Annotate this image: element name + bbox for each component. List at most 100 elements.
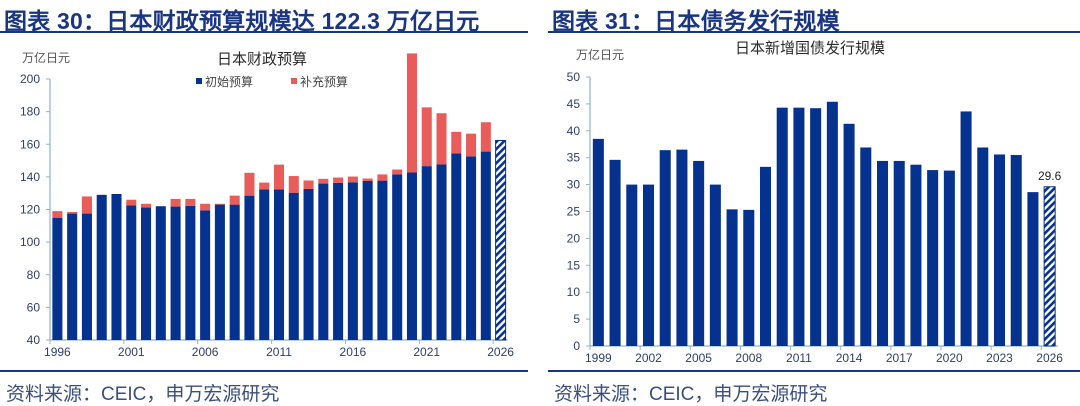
y-tick-label: 20: [567, 231, 581, 245]
y-tick-label: 80: [27, 268, 41, 282]
bar-initial-budget: [111, 194, 122, 340]
data-label: 29.6: [1038, 169, 1062, 183]
y-tick-label: 180: [20, 105, 40, 119]
bar-bond-issuance: [893, 160, 905, 346]
bar-initial-budget: [200, 210, 211, 340]
x-tick-label: 2017: [886, 351, 913, 365]
x-tick-label: 2011: [786, 351, 812, 365]
bar-initial-budget: [214, 204, 225, 340]
bar-supplementary-budget: [52, 211, 63, 218]
footer-divider: [548, 370, 1080, 372]
bar-initial-budget: [495, 139, 507, 341]
budget-chart: 日本财政预算 万亿日元 40 60 80 100 120 140 160 180 200 1996 20…: [20, 50, 514, 359]
bar-supplementary-budget: [214, 203, 225, 205]
footer-divider: [0, 370, 528, 372]
figure-31-panel: 图表 31：日本债务发行规模 日本新增国债发行规模 万亿日元 0 5 10 15 20 25 3…: [548, 0, 1080, 405]
bar-initial-budget: [185, 205, 196, 340]
x-tick-label: 2001: [118, 345, 145, 359]
bar-initial-budget: [229, 204, 240, 340]
y-tick-label: 160: [20, 137, 40, 151]
bar-bond-issuance: [709, 184, 721, 346]
bar-supplementary-budget: [273, 164, 285, 190]
bar-bond-issuance: [726, 209, 738, 346]
x-tick-label: 2021: [413, 345, 440, 359]
y-tick-label: 35: [567, 151, 581, 165]
bar-initial-budget: [480, 151, 491, 340]
bar-supplementary-budget: [126, 199, 137, 206]
bar-bond-issuance: [793, 107, 805, 346]
bar-supplementary-budget: [362, 178, 373, 181]
y-axis-unit-label: 万亿日元: [22, 50, 70, 65]
bar-supplementary-budget: [480, 122, 491, 152]
y-tick-label: 50: [567, 70, 581, 84]
bar-initial-budget: [155, 206, 166, 340]
x-tick-label: 2006: [192, 345, 219, 359]
legend-label: 初始预算: [205, 74, 253, 89]
bar-bond-issuance: [843, 123, 855, 346]
y-tick-label: 40: [27, 333, 41, 347]
bar-bond-issuance: [1010, 155, 1022, 346]
bar-bond-issuance: [642, 184, 655, 346]
bar-initial-budget: [96, 194, 107, 340]
y-axis-unit-label: 万亿日元: [576, 47, 624, 62]
bar-initial-budget: [67, 213, 78, 340]
x-tick-label: 2026: [487, 345, 514, 359]
bar-bond-issuance: [876, 160, 889, 346]
x-tick-label: 2011: [266, 345, 292, 359]
x-tick-label: 2014: [836, 351, 863, 365]
x-tick-label: 1996: [44, 345, 71, 359]
bar-supplementary-budget: [436, 113, 447, 165]
bar-supplementary-budget: [333, 177, 344, 183]
legend-label: 补充预算: [300, 74, 348, 89]
bar-supplementary-budget: [185, 198, 196, 206]
x-tick-label: 2005: [685, 351, 712, 365]
y-tick-label: 10: [567, 285, 581, 299]
x-tick-label: 2002: [635, 351, 662, 365]
y-tick-label: 200: [20, 72, 40, 86]
bar-initial-budget: [466, 156, 477, 340]
bar-bond-issuance: [960, 111, 972, 346]
title-divider: [548, 31, 1080, 33]
legend-swatch: [196, 78, 202, 84]
bar-bond-issuance: [810, 108, 822, 346]
bar-bond-issuance: [743, 209, 755, 346]
bar-initial-budget: [318, 183, 329, 340]
bar-initial-budget: [347, 182, 358, 340]
y-tick-label: 100: [20, 235, 40, 249]
bar-supplementary-budget: [200, 203, 211, 211]
bar-bond-issuance: [759, 166, 772, 346]
legend-swatch: [291, 78, 297, 84]
x-tick-label: 2016: [340, 345, 367, 359]
bar-supplementary-budget: [406, 53, 417, 173]
bar-supplementary-budget: [244, 172, 255, 196]
bar-bond-issuance: [676, 149, 688, 346]
y-tick-label: 60: [27, 300, 41, 314]
bar-initial-budget: [170, 206, 181, 340]
bar-initial-budget: [362, 180, 373, 340]
bar-initial-budget: [377, 180, 388, 340]
bar-supplementary-budget: [288, 176, 299, 193]
bar-bond-issuance: [977, 147, 989, 346]
bar-initial-budget: [436, 164, 447, 340]
bar-supplementary-budget: [141, 203, 152, 208]
bar-supplementary-budget: [466, 133, 477, 157]
bar-bond-issuance: [1043, 186, 1056, 347]
figure-title: 图表 30：日本财政预算规模达 122.3 万亿日元: [4, 8, 480, 34]
bar-supplementary-budget: [451, 131, 462, 154]
x-tick-label: 2026: [1036, 351, 1063, 365]
y-tick-label: 30: [567, 178, 581, 192]
bar-bond-issuance: [927, 170, 939, 346]
bar-initial-budget: [81, 213, 92, 340]
x-tick-label: 2023: [986, 351, 1013, 365]
bar-supplementary-budget: [303, 180, 314, 189]
bar-supplementary-budget: [229, 195, 240, 205]
bar-bond-issuance: [943, 170, 955, 346]
y-tick-label: 45: [567, 97, 581, 111]
title-divider: [0, 31, 528, 33]
bar-supplementary-budget: [318, 178, 329, 184]
x-tick-label: 1999: [585, 351, 612, 365]
bar-initial-budget: [421, 166, 432, 340]
bar-bond-issuance: [1027, 192, 1039, 346]
bar-supplementary-budget: [377, 174, 388, 181]
bar-bond-issuance: [609, 159, 621, 346]
